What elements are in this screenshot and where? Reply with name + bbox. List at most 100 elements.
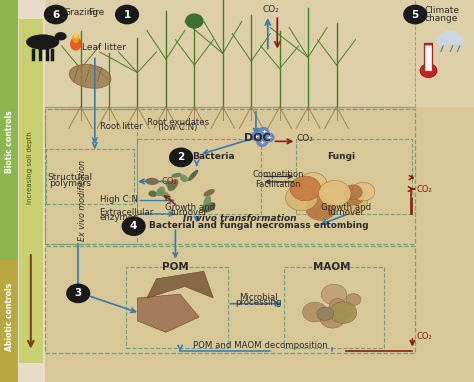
Text: POM and MAOM decomposition: POM and MAOM decomposition xyxy=(193,341,328,350)
Text: MAOM: MAOM xyxy=(313,262,351,272)
Text: CO₂: CO₂ xyxy=(296,134,313,143)
FancyBboxPatch shape xyxy=(424,43,433,71)
Text: Growth and: Growth and xyxy=(164,202,215,212)
Circle shape xyxy=(299,173,327,196)
Circle shape xyxy=(45,5,67,24)
Text: (low C:N): (low C:N) xyxy=(158,123,198,133)
Text: Abiotic controls: Abiotic controls xyxy=(5,283,13,351)
Circle shape xyxy=(330,303,352,320)
Text: Climate: Climate xyxy=(424,6,459,15)
Text: CO₂: CO₂ xyxy=(263,5,280,14)
Circle shape xyxy=(451,35,464,45)
Circle shape xyxy=(321,284,346,305)
Ellipse shape xyxy=(165,181,175,190)
Text: CO₂: CO₂ xyxy=(416,332,432,342)
Circle shape xyxy=(344,185,362,199)
Text: Structural: Structural xyxy=(47,173,93,182)
Text: Facilitation: Facilitation xyxy=(255,180,301,189)
Ellipse shape xyxy=(172,173,182,178)
Text: Bacteria: Bacteria xyxy=(192,152,235,161)
Text: Fungi: Fungi xyxy=(327,152,355,161)
Text: processing: processing xyxy=(235,298,282,308)
Circle shape xyxy=(122,217,145,235)
Ellipse shape xyxy=(148,191,157,197)
Text: In vivo transformation: In vivo transformation xyxy=(182,214,296,223)
Circle shape xyxy=(317,307,334,320)
Circle shape xyxy=(319,181,351,207)
FancyBboxPatch shape xyxy=(45,0,474,382)
Text: Bacterial and fungal necromass entombing: Bacterial and fungal necromass entombing xyxy=(149,221,369,230)
Ellipse shape xyxy=(26,34,59,50)
Circle shape xyxy=(436,34,451,46)
FancyBboxPatch shape xyxy=(19,19,43,363)
Text: Fire: Fire xyxy=(88,8,104,18)
Circle shape xyxy=(257,138,267,146)
Ellipse shape xyxy=(145,178,159,185)
Text: Root exudates: Root exudates xyxy=(146,118,209,127)
FancyBboxPatch shape xyxy=(425,45,432,71)
Text: CO₂: CO₂ xyxy=(416,185,432,194)
Text: +: + xyxy=(261,129,266,134)
FancyBboxPatch shape xyxy=(45,0,415,107)
Circle shape xyxy=(330,302,357,324)
Text: 4: 4 xyxy=(130,221,137,231)
Circle shape xyxy=(186,14,203,28)
Text: Grazing: Grazing xyxy=(64,8,99,18)
Circle shape xyxy=(322,185,346,204)
Text: Leaf litter: Leaf litter xyxy=(82,43,126,52)
Polygon shape xyxy=(147,271,213,298)
Text: CO₂: CO₂ xyxy=(161,177,177,186)
Polygon shape xyxy=(137,294,199,332)
Circle shape xyxy=(343,188,364,205)
Circle shape xyxy=(306,196,336,220)
Text: change: change xyxy=(424,14,457,23)
Text: High C:N: High C:N xyxy=(100,195,137,204)
Ellipse shape xyxy=(69,65,111,88)
Text: POM: POM xyxy=(162,262,189,272)
Text: 6: 6 xyxy=(52,10,60,19)
Circle shape xyxy=(404,5,427,24)
Text: Competition: Competition xyxy=(253,170,304,179)
Text: polymers: polymers xyxy=(49,179,91,188)
Ellipse shape xyxy=(180,175,188,182)
Text: enzymes: enzymes xyxy=(100,213,138,222)
Ellipse shape xyxy=(188,170,198,181)
Text: Microbial: Microbial xyxy=(239,293,278,302)
Circle shape xyxy=(67,284,90,303)
Text: +: + xyxy=(266,135,272,140)
Ellipse shape xyxy=(202,202,216,212)
Text: Ex vivo modification: Ex vivo modification xyxy=(79,160,87,241)
Circle shape xyxy=(337,190,367,214)
Circle shape xyxy=(251,132,262,141)
Circle shape xyxy=(442,30,459,44)
Text: turnover: turnover xyxy=(328,208,365,217)
Ellipse shape xyxy=(74,33,78,39)
Circle shape xyxy=(285,185,318,211)
Ellipse shape xyxy=(156,186,165,196)
Circle shape xyxy=(320,308,346,328)
Circle shape xyxy=(329,299,346,312)
FancyBboxPatch shape xyxy=(415,0,474,107)
Ellipse shape xyxy=(157,189,171,199)
Circle shape xyxy=(420,64,437,78)
Circle shape xyxy=(302,302,327,322)
Ellipse shape xyxy=(203,195,211,209)
Ellipse shape xyxy=(168,179,178,191)
Circle shape xyxy=(290,176,321,201)
Circle shape xyxy=(346,293,361,306)
Circle shape xyxy=(264,133,274,142)
Circle shape xyxy=(352,182,375,201)
Text: 2: 2 xyxy=(177,152,185,162)
Ellipse shape xyxy=(55,32,66,40)
Text: Biotic controls: Biotic controls xyxy=(5,110,13,173)
Text: 1: 1 xyxy=(123,10,131,19)
Text: +: + xyxy=(259,139,265,145)
Ellipse shape xyxy=(70,37,82,51)
Text: Growth and: Growth and xyxy=(321,202,371,212)
Ellipse shape xyxy=(203,189,215,196)
FancyBboxPatch shape xyxy=(0,0,18,260)
Text: Increasing soil depth: Increasing soil depth xyxy=(27,132,33,204)
Text: Root litter: Root litter xyxy=(100,121,142,131)
Circle shape xyxy=(116,5,138,24)
Circle shape xyxy=(170,148,192,167)
